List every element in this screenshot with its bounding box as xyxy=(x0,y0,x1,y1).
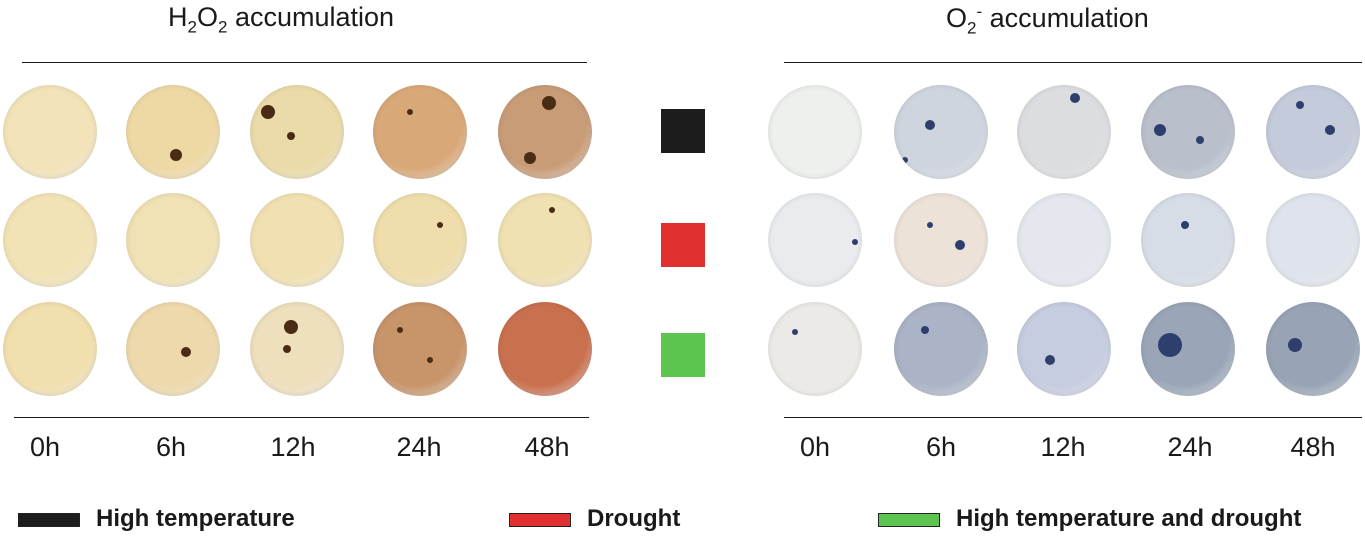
h2o2-leaf-disc xyxy=(373,302,467,396)
row-marker-high-temperature xyxy=(661,109,705,153)
superoxide-leaf-disc xyxy=(894,302,988,396)
h2o2-leaf-disc xyxy=(250,302,344,396)
h2o2-leaf-disc xyxy=(126,302,220,396)
legend-swatch-high-temperature xyxy=(18,513,80,527)
superoxide-panel-title: O2- accumulation xyxy=(946,2,1149,38)
superoxide-leaf-disc xyxy=(1141,302,1235,396)
superoxide-leaf-disc xyxy=(768,302,862,396)
stain-spot xyxy=(181,347,191,357)
superoxide-time-label: 0h xyxy=(799,432,831,462)
h2o2-panel-title: H2O2 accumulation xyxy=(168,2,395,37)
stain-spot xyxy=(287,132,295,140)
stain-spot xyxy=(437,222,443,228)
superoxide-time-label: 6h xyxy=(925,432,957,462)
h2o2-leaf-disc xyxy=(126,193,220,287)
stain-spot xyxy=(549,207,555,213)
stain-spot xyxy=(283,345,291,353)
stain-spot xyxy=(1181,221,1189,229)
h2o2-time-label: 12h xyxy=(270,432,316,462)
h2o2-leaf-disc xyxy=(373,193,467,287)
h2o2-leaf-disc xyxy=(126,85,220,179)
h2o2-leaf-disc xyxy=(250,85,344,179)
superoxide-leaf-disc xyxy=(894,193,988,287)
stain-spot xyxy=(1196,136,1204,144)
h2o2-leaf-disc xyxy=(498,193,592,287)
legend-label-drought: Drought xyxy=(587,505,681,532)
stain-spot xyxy=(925,120,935,130)
h2o2-time-label: 6h xyxy=(155,432,187,462)
stain-spot xyxy=(852,239,858,245)
superoxide-leaf-disc xyxy=(1141,85,1235,179)
h2o2-leaf-disc xyxy=(498,85,592,179)
stain-spot xyxy=(927,222,933,228)
stain-spot xyxy=(921,326,929,334)
stain-spot xyxy=(170,149,182,161)
superoxide-leaf-disc xyxy=(1266,193,1360,287)
h2o2-top-divider xyxy=(22,62,587,63)
h2o2-bottom-divider xyxy=(14,417,589,418)
stain-spot xyxy=(524,152,536,164)
h2o2-leaf-disc xyxy=(3,85,97,179)
legend-swatch-high-temp-and-drought xyxy=(878,513,940,527)
stain-spot xyxy=(792,329,798,335)
superoxide-time-label: 48h xyxy=(1290,432,1336,462)
h2o2-leaf-disc xyxy=(3,193,97,287)
superoxide-leaf-disc xyxy=(1017,193,1111,287)
superoxide-leaf-disc xyxy=(1017,85,1111,179)
h2o2-time-label: 0h xyxy=(29,432,61,462)
row-marker-drought xyxy=(661,223,705,267)
stain-spot xyxy=(1296,101,1304,109)
stain-spot xyxy=(1288,338,1302,352)
superoxide-time-label: 24h xyxy=(1167,432,1213,462)
superoxide-leaf-disc xyxy=(768,85,862,179)
stain-spot xyxy=(1154,124,1166,136)
stain-spot xyxy=(1045,355,1055,365)
h2o2-time-label: 48h xyxy=(524,432,570,462)
stain-spot xyxy=(284,320,298,334)
h2o2-leaf-disc xyxy=(3,302,97,396)
h2o2-leaf-disc xyxy=(373,85,467,179)
legend-label-high-temp-and-drought: High temperature and drought xyxy=(956,505,1302,532)
superoxide-bottom-divider xyxy=(784,417,1362,418)
stain-spot xyxy=(1070,93,1080,103)
h2o2-leaf-disc xyxy=(498,302,592,396)
superoxide-time-label: 12h xyxy=(1040,432,1086,462)
stain-spot xyxy=(407,109,413,115)
stain-spot xyxy=(542,96,556,110)
row-marker-high-temp-and-drought xyxy=(661,333,705,377)
superoxide-leaf-disc xyxy=(1266,85,1360,179)
superoxide-leaf-disc xyxy=(1017,302,1111,396)
h2o2-time-label: 24h xyxy=(396,432,442,462)
legend-label-high-temperature: High temperature xyxy=(96,505,295,532)
stain-spot xyxy=(427,357,433,363)
stain-spot xyxy=(955,240,965,250)
superoxide-leaf-disc xyxy=(1141,193,1235,287)
stain-spot xyxy=(1325,125,1335,135)
stain-spot xyxy=(902,157,908,163)
stain-spot xyxy=(261,105,275,119)
h2o2-leaf-disc xyxy=(250,193,344,287)
legend-swatch-drought xyxy=(509,513,571,527)
superoxide-leaf-disc xyxy=(768,193,862,287)
superoxide-leaf-disc xyxy=(894,85,988,179)
stain-spot xyxy=(1158,333,1182,357)
stain-spot xyxy=(397,327,403,333)
superoxide-top-divider xyxy=(784,62,1362,63)
superoxide-leaf-disc xyxy=(1266,302,1360,396)
